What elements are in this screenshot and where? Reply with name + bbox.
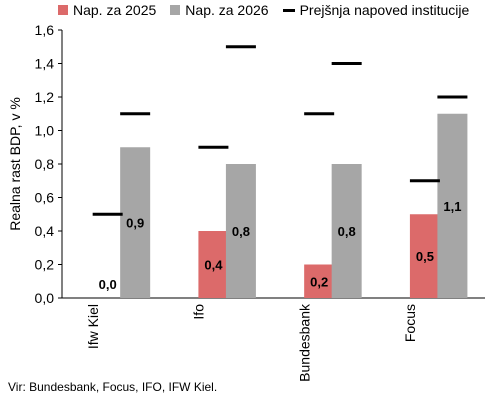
legend-label-2025: Nap. za 2025 xyxy=(73,2,157,18)
y-tick-label: 0,6 xyxy=(35,190,55,206)
x-tick-label: Ifw Kiel xyxy=(85,304,101,349)
x-tick-label: Bundesbank xyxy=(296,303,312,382)
data-label: 0,2 xyxy=(310,274,328,289)
legend-swatch-2025 xyxy=(58,5,68,15)
y-tick-label: 1,4 xyxy=(35,56,55,72)
y-tick-label: 0,2 xyxy=(35,257,55,273)
data-label: 0,5 xyxy=(416,249,434,264)
source-note: Vir: Bundesbank, Focus, IFO, IFW Kiel. xyxy=(8,380,218,394)
data-label: 0,0 xyxy=(99,277,117,292)
y-tick-label: 1,0 xyxy=(35,123,55,139)
legend-label-previous: Prejšnja napoved institucije xyxy=(299,2,470,18)
bar-2026 xyxy=(225,164,256,298)
y-tick-label: 0,8 xyxy=(35,156,55,172)
legend-item-2026: Nap. za 2026 xyxy=(170,2,269,18)
legend-dash-previous xyxy=(282,8,295,12)
legend-swatch-2026 xyxy=(170,5,181,15)
x-tick-label: Focus xyxy=(402,304,418,342)
y-tick-label: 1,2 xyxy=(35,89,55,105)
legend-item-previous: Prejšnja napoved institucije xyxy=(282,2,470,18)
y-tick-label: 0,0 xyxy=(35,290,55,306)
data-label: 0,8 xyxy=(232,224,250,239)
legend-label-2026: Nap. za 2026 xyxy=(185,2,269,18)
chart-legend: Nap. za 2025 Nap. za 2026 Prejšnja napov… xyxy=(58,2,483,18)
y-tick-label: 1,6 xyxy=(35,22,55,38)
data-label: 0,8 xyxy=(338,224,356,239)
bar-2025 xyxy=(409,214,440,298)
bar-2025 xyxy=(198,231,229,298)
data-label: 1,1 xyxy=(443,199,461,214)
bar-2025 xyxy=(304,264,335,298)
legend-item-2025: Nap. za 2025 xyxy=(58,2,156,18)
bar-2026 xyxy=(437,113,468,298)
bar-2026 xyxy=(331,164,362,298)
data-label: 0,4 xyxy=(204,258,223,273)
x-tick-label: Ifo xyxy=(191,304,207,320)
y-tick-label: 0,4 xyxy=(35,223,55,239)
bar-2026 xyxy=(120,147,151,298)
data-label: 0,9 xyxy=(126,216,144,231)
y-axis-title: Realna rast BDP, v % xyxy=(7,97,23,231)
